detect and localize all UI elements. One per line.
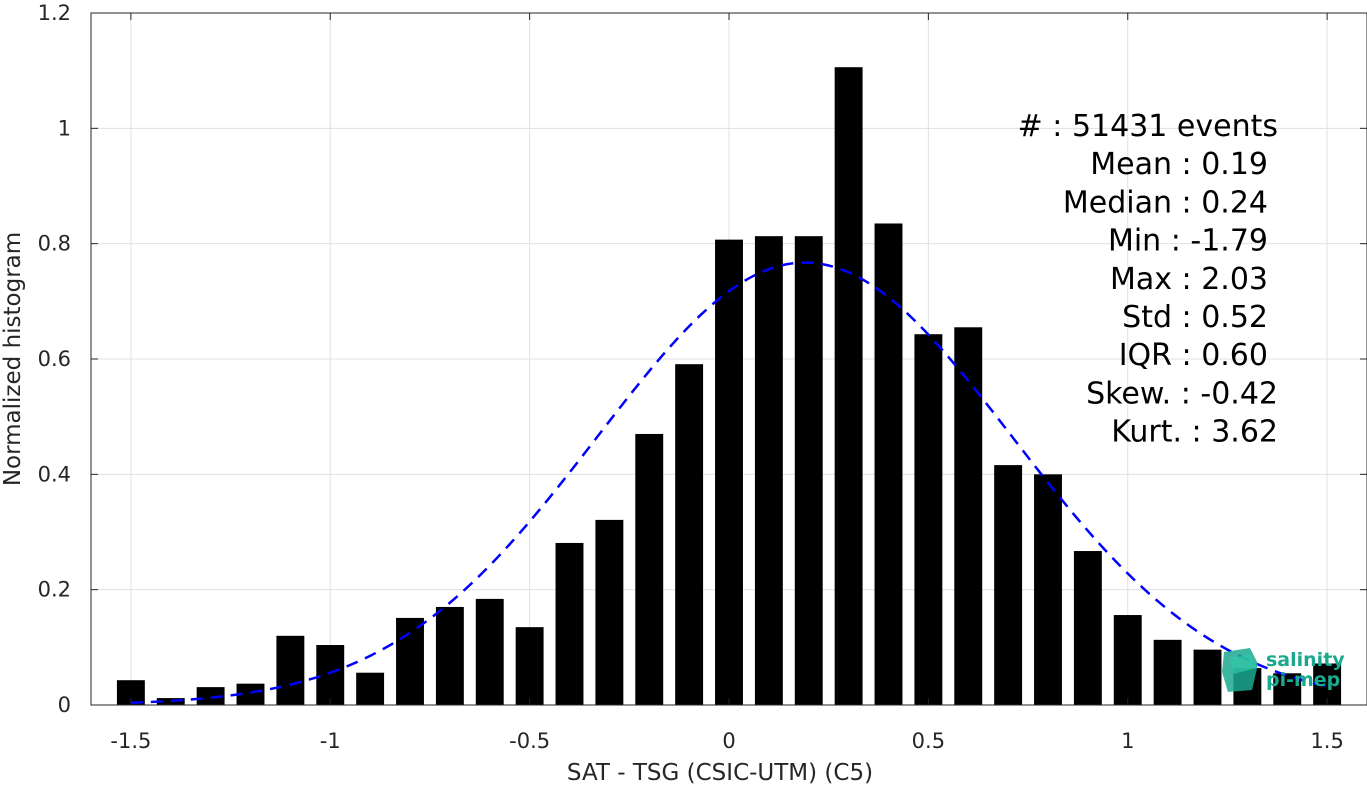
stat-line: Mean : 0.19 xyxy=(1090,147,1268,182)
histogram-bar xyxy=(356,672,385,705)
x-tick-label: 1.5 xyxy=(1310,729,1343,753)
histogram-bar xyxy=(396,617,424,705)
histogram-bar xyxy=(435,606,464,705)
stat-line: Min : -1.79 xyxy=(1108,224,1268,259)
logo-text-line2: pi-mep xyxy=(1266,669,1340,691)
histogram-bar xyxy=(236,683,265,705)
x-tick-label: 0.5 xyxy=(912,729,945,753)
histogram-bar xyxy=(635,433,664,705)
stat-line: IQR : 0.60 xyxy=(1119,338,1268,373)
stat-line: Max : 2.03 xyxy=(1110,262,1268,297)
histogram-bar xyxy=(515,627,544,705)
histogram-bar xyxy=(834,67,863,705)
histogram-bars xyxy=(116,67,1342,706)
stat-line: # : 51431 events xyxy=(1018,109,1278,144)
x-tick-label: -1.5 xyxy=(110,729,151,753)
salinity-pimep-logo: salinity pi-mep xyxy=(1222,648,1345,692)
stat-line: Kurt. : 3.62 xyxy=(1111,415,1278,450)
y-tick-label: 0.4 xyxy=(38,462,71,486)
histogram-bar xyxy=(316,645,345,705)
histogram-bar xyxy=(954,327,983,705)
histogram-bar xyxy=(794,236,823,706)
x-axis-ticks: -1.5 -1 -0.5 0 0.5 1 1.5 xyxy=(110,13,1344,753)
histogram-bar xyxy=(1193,649,1222,705)
histogram-bar xyxy=(994,465,1023,705)
stat-line: Skew. : -0.42 xyxy=(1086,376,1278,411)
histogram-bar xyxy=(1113,615,1142,705)
histogram-bar xyxy=(595,519,624,705)
y-tick-label: 0.8 xyxy=(38,232,71,256)
y-tick-label: 0.2 xyxy=(38,578,71,602)
stat-line: Std : 0.52 xyxy=(1122,300,1268,335)
histogram-bar xyxy=(1073,551,1102,705)
histogram-bar xyxy=(1034,474,1062,705)
x-tick-label: -1 xyxy=(320,729,341,753)
stat-line: Median : 0.24 xyxy=(1063,185,1268,220)
histogram-bar xyxy=(475,598,504,705)
y-tick-label: 0.6 xyxy=(38,347,71,371)
logo-text-line1: salinity xyxy=(1266,649,1345,671)
x-tick-label: 1 xyxy=(1121,729,1134,753)
y-tick-label: 1.2 xyxy=(38,1,71,25)
y-axis-ticks: 0 0.2 0.4 0.6 0.8 1 1.2 xyxy=(38,1,1367,717)
histogram-bar xyxy=(874,223,903,705)
y-tick-label: 0 xyxy=(58,693,71,717)
histogram-bar xyxy=(1153,639,1182,705)
x-tick-label: -0.5 xyxy=(509,729,550,753)
gaussian-fit-curve xyxy=(130,261,1328,704)
histogram-bar xyxy=(196,687,225,705)
y-axis-label: Normalized histogram xyxy=(0,232,26,486)
histogram-bar xyxy=(914,334,943,705)
y-tick-label: 1 xyxy=(58,116,71,140)
x-axis-label: SAT - TSG (CSIC-UTM) (C5) xyxy=(567,760,873,785)
histogram-bar xyxy=(156,698,185,705)
histogram-bar xyxy=(715,239,743,705)
histogram-bar xyxy=(555,542,584,705)
histogram-bar xyxy=(276,635,305,705)
x-tick-label: 0 xyxy=(722,729,735,753)
histogram-bar xyxy=(754,236,783,706)
histogram-bar xyxy=(675,364,704,705)
